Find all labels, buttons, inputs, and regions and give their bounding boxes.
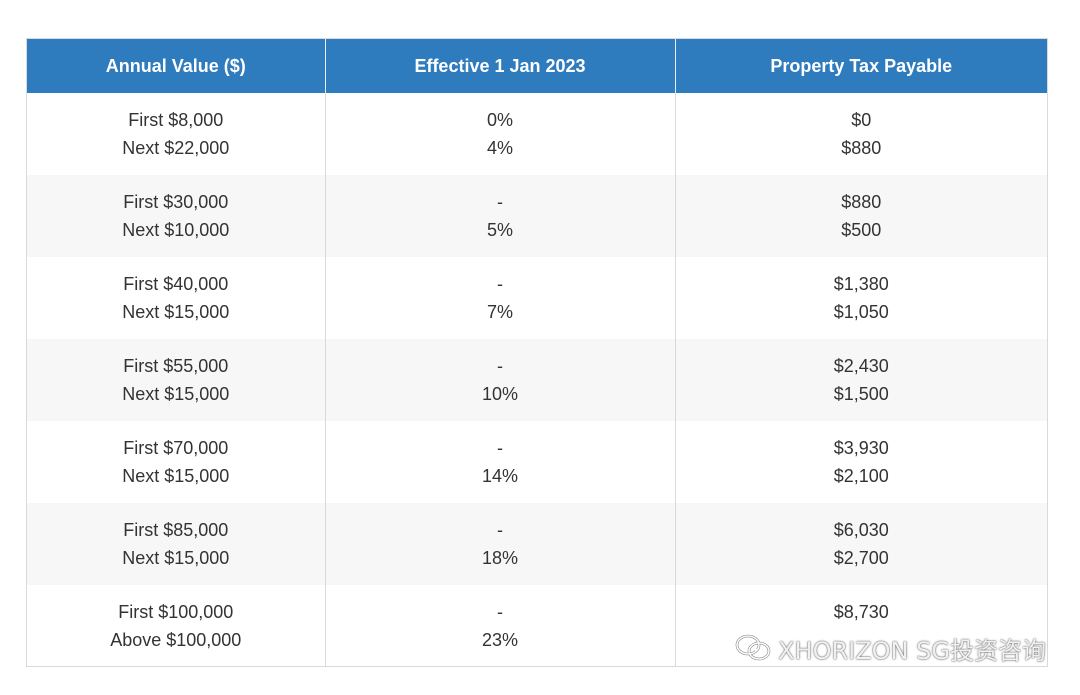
header-tax-payable: Property Tax Payable (674, 39, 1047, 93)
rate-cell: - 5% (324, 175, 675, 257)
tax-cell: $880 $500 (674, 175, 1047, 257)
tax-cell: $3,930 $2,100 (674, 421, 1047, 503)
table-row: First $85,000 Next $15,000 - 18% $6,030 … (27, 503, 1047, 585)
cell-line: $2,700 (833, 548, 889, 568)
cell-line: 5% (486, 220, 513, 240)
cell-line: 4% (486, 138, 513, 158)
cell-line: $3,930 (833, 438, 889, 458)
cell-line: - (497, 520, 503, 540)
tax-cell: $6,030 $2,700 (674, 503, 1047, 585)
cell-line: First $40,000 (123, 274, 229, 294)
annual-value-cell: First $70,000 Next $15,000 (27, 421, 325, 503)
header-annual-value: Annual Value ($) (27, 39, 325, 93)
cell-line: 23% (481, 629, 519, 650)
header-effective-rate: Effective 1 Jan 2023 (324, 39, 675, 93)
cell-line: First $85,000 (123, 520, 229, 540)
table-header-row: Annual Value ($) Effective 1 Jan 2023 Pr… (27, 39, 1047, 93)
cell-line: 0% (486, 110, 513, 130)
cell-line: First $8,000 (128, 110, 224, 130)
cell-line: First $100,000 (118, 601, 234, 622)
cell-line: First $30,000 (123, 192, 229, 212)
table-row: First $70,000 Next $15,000 - 14% $3,930 … (27, 421, 1047, 503)
cell-line: Next $15,000 (122, 302, 230, 322)
cell-line: Next $22,000 (122, 138, 230, 158)
annual-value-cell: First $30,000 Next $10,000 (27, 175, 325, 257)
cell-line: $1,500 (833, 384, 889, 404)
annual-value-cell: First $40,000 Next $15,000 (27, 257, 325, 339)
tax-cell: $2,430 $1,500 (674, 339, 1047, 421)
cell-line: - (497, 274, 503, 294)
cell-line: Next $15,000 (122, 466, 230, 486)
property-tax-table: Annual Value ($) Effective 1 Jan 2023 Pr… (26, 38, 1048, 667)
cell-line: $880 (841, 138, 882, 158)
rate-cell: - 7% (324, 257, 675, 339)
cell-line: - (497, 192, 503, 212)
cell-line: - (497, 356, 503, 376)
cell-line: $8,730 (833, 601, 889, 622)
table-row: First $40,000 Next $15,000 - 7% $1,380 $… (27, 257, 1047, 339)
watermark-text: XHORIZON SG投资咨询 (778, 636, 1046, 665)
tax-cell: $8,730 (674, 585, 1047, 666)
wechat-icon (734, 633, 772, 663)
table-row: First $55,000 Next $15,000 - 10% $2,430 … (27, 339, 1047, 421)
tax-cell: $0 $880 (674, 93, 1047, 175)
annual-value-cell: First $8,000 Next $22,000 (27, 93, 325, 175)
cell-line: $1,380 (833, 274, 889, 294)
annual-value-cell: First $85,000 Next $15,000 (27, 503, 325, 585)
cell-line: $2,100 (833, 466, 889, 486)
cell-line: - (497, 601, 503, 622)
cell-line: $0 (851, 110, 872, 130)
cell-line: 14% (481, 466, 519, 486)
cell-line: $2,430 (833, 356, 889, 376)
table-row: First $100,000 Above $100,000 - 23% $8,7… (27, 585, 1047, 666)
tax-cell: $1,380 $1,050 (674, 257, 1047, 339)
cell-line: $500 (841, 220, 882, 240)
cell-line: $880 (841, 192, 882, 212)
watermark: XHORIZON SG投资咨询 (734, 632, 1046, 665)
annual-value-cell: First $100,000 Above $100,000 (27, 585, 325, 666)
cell-line: 10% (481, 384, 519, 404)
cell-line: $6,030 (833, 520, 889, 540)
rate-cell: - 14% (324, 421, 675, 503)
cell-line: 18% (481, 548, 519, 568)
cell-line: Next $10,000 (122, 220, 230, 240)
rate-cell: - 10% (324, 339, 675, 421)
cell-line: Above $100,000 (110, 629, 242, 650)
annual-value-cell: First $55,000 Next $15,000 (27, 339, 325, 421)
cell-line: Next $15,000 (122, 548, 230, 568)
rate-cell: - 23% (324, 585, 675, 666)
rate-cell: - 18% (324, 503, 675, 585)
cell-line: First $70,000 (123, 438, 229, 458)
table-row: First $8,000 Next $22,000 0% 4% $0 $880 (27, 93, 1047, 175)
rate-cell: 0% 4% (324, 93, 675, 175)
cell-line: - (497, 438, 503, 458)
table-row: First $30,000 Next $10,000 - 5% $880 $50… (27, 175, 1047, 257)
cell-line: Next $15,000 (122, 384, 230, 404)
cell-line: 7% (486, 302, 513, 322)
cell-line: $1,050 (833, 302, 889, 322)
cell-line: First $55,000 (123, 356, 229, 376)
